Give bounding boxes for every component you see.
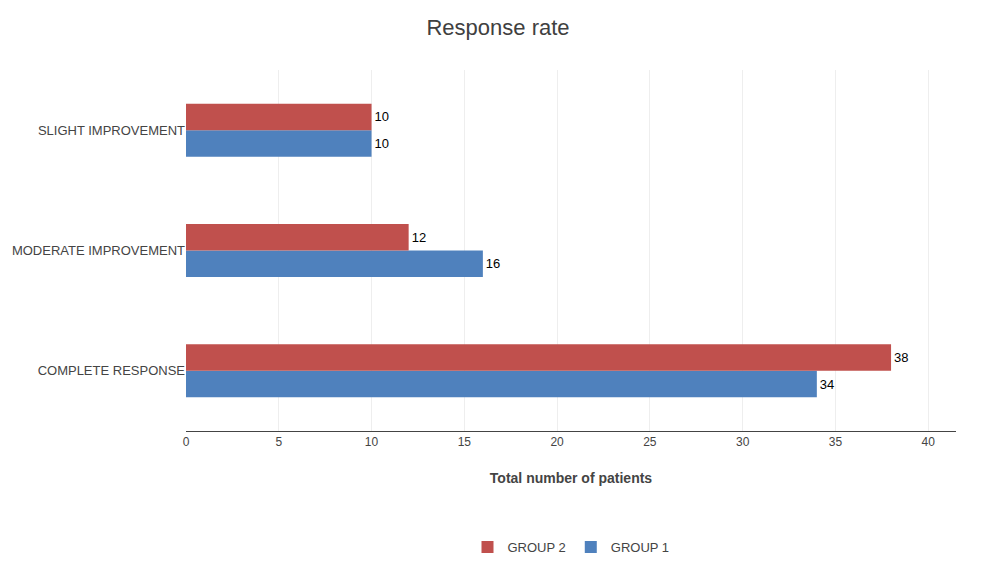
svg-text:5: 5 (275, 435, 282, 449)
svg-text:38: 38 (894, 350, 908, 365)
svg-text:10: 10 (375, 136, 389, 151)
svg-text:GROUP 1: GROUP 1 (611, 540, 669, 555)
svg-text:SLIGHT IMPROVEMENT: SLIGHT IMPROVEMENT (38, 123, 185, 138)
svg-text:0: 0 (183, 435, 190, 449)
svg-text:34: 34 (820, 377, 834, 392)
svg-text:10: 10 (365, 435, 379, 449)
svg-text:35: 35 (829, 435, 843, 449)
svg-text:12: 12 (412, 230, 426, 245)
svg-text:30: 30 (736, 435, 750, 449)
svg-text:Response rate: Response rate (426, 15, 569, 40)
svg-text:MODERATE IMPROVEMENT: MODERATE IMPROVEMENT (12, 243, 185, 258)
svg-text:10: 10 (375, 109, 389, 124)
svg-text:25: 25 (643, 435, 657, 449)
svg-text:Total number of patients: Total number of patients (490, 470, 653, 486)
svg-text:16: 16 (486, 256, 500, 271)
svg-text:40: 40 (921, 435, 935, 449)
svg-text:GROUP 2: GROUP 2 (508, 540, 566, 555)
svg-text:15: 15 (458, 435, 472, 449)
svg-text:20: 20 (550, 435, 564, 449)
svg-text:COMPLETE RESPONSE: COMPLETE RESPONSE (38, 363, 186, 378)
